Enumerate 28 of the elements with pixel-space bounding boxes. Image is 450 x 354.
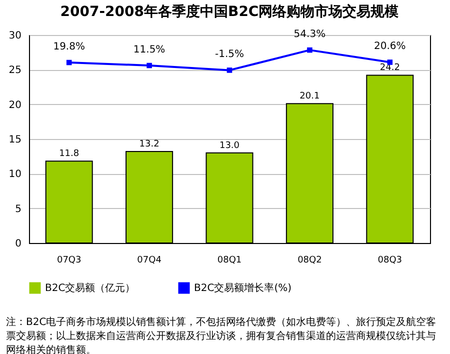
y-tick-label: 15 [8,134,22,146]
data-label: 20.1 [300,92,320,102]
point [146,62,152,68]
chart-title: 2007-2008年各季度中国B2C网络购物市场交易规模 [60,3,400,20]
data-label: 11.5% [133,44,166,56]
y-tick-label: 20 [8,100,22,111]
data-label: 13.2 [139,139,160,150]
data-label: 11.8 [59,149,80,160]
x-tick-label: 08Q1 [217,256,242,266]
data-label: 54.3% [294,29,326,40]
y-tick-label: 10 [8,169,22,180]
point [307,47,312,53]
point [226,68,232,73]
legend-label: B2C交易额增长率(%) [194,282,292,294]
data-label: 20.6% [374,41,406,52]
y-tick-label: 0 [15,238,22,250]
legend-label: B2C交易额（亿元） [45,282,136,294]
y-tick-label: 25 [8,65,22,76]
x-tick-label: 08Q2 [298,256,322,266]
x-tick-label: 07Q4 [137,256,162,266]
y-tick-label: 30 [8,30,22,42]
data-label: -1.5% [214,49,244,60]
data-label: 13.0 [219,140,240,151]
y-tick-label: 5 [15,204,22,215]
x-tick-label: 08Q3 [378,256,402,266]
data-label: 19.8% [53,42,85,53]
x-tick-label: 07Q3 [56,256,82,266]
data-label: 24.2 [380,63,400,74]
